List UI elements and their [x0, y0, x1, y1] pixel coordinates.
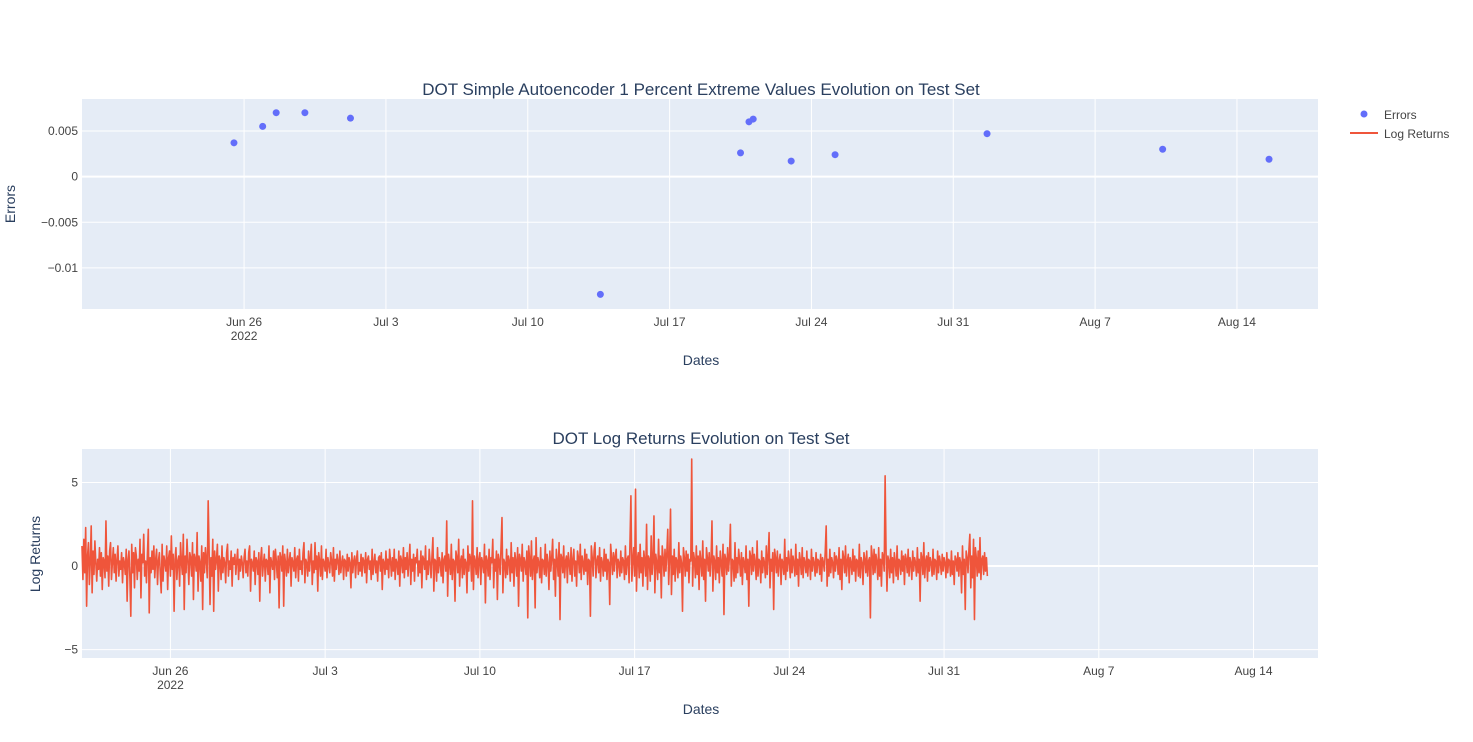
y-tick-label: 0.005	[48, 124, 78, 138]
y-tick-label: 0	[71, 559, 78, 573]
error-point[interactable]	[831, 151, 839, 159]
x-tick-label: Jul 3	[312, 664, 338, 678]
error-point[interactable]	[596, 290, 604, 298]
x-tick-label: Jul 31	[937, 315, 969, 329]
errors-chart-title: DOT Simple Autoencoder 1 Percent Extreme…	[422, 80, 980, 99]
y-tick-label: −5	[64, 643, 78, 657]
legend[interactable]: Errors Log Returns	[1350, 108, 1449, 141]
x-tick-label: Jun 26	[226, 315, 262, 329]
error-point[interactable]	[259, 122, 267, 130]
y-tick-label: −0.01	[48, 261, 79, 275]
log-returns-chart-title: DOT Log Returns Evolution on Test Set	[552, 429, 849, 448]
error-point[interactable]	[272, 109, 280, 117]
log-returns-x-axis-title: Dates	[683, 701, 720, 717]
errors-plot-area	[82, 99, 1318, 309]
error-point[interactable]	[983, 130, 991, 138]
x-tick-label: Aug 7	[1079, 315, 1111, 329]
errors-gridlines	[82, 99, 1318, 309]
error-point[interactable]	[1265, 155, 1273, 163]
errors-y-axis-title: Errors	[2, 185, 18, 223]
legend-item-errors[interactable]: Errors	[1360, 108, 1417, 122]
log-returns-y-ticks: 5 0 −5	[64, 475, 78, 656]
x-tick-label: Jul 17	[654, 315, 686, 329]
error-point[interactable]	[1159, 145, 1167, 153]
legend-errors-marker	[1360, 110, 1368, 118]
error-point[interactable]	[230, 139, 238, 147]
x-tick-label: Aug 14	[1218, 315, 1256, 329]
x-tick-label: Aug 7	[1083, 664, 1115, 678]
log-returns-y-axis-title: Log Returns	[27, 516, 43, 592]
log-returns-series-line	[81, 458, 989, 621]
x-tick-label: Jul 17	[619, 664, 651, 678]
error-point[interactable]	[346, 114, 354, 122]
error-point[interactable]	[301, 109, 309, 117]
errors-markers	[230, 109, 1273, 298]
legend-item-log-returns[interactable]: Log Returns	[1350, 127, 1449, 141]
error-point[interactable]	[787, 157, 795, 165]
x-tick-label: Jun 26	[152, 664, 188, 678]
legend-log-returns-label: Log Returns	[1384, 127, 1449, 141]
x-tick-year-label: 2022	[157, 678, 184, 692]
x-tick-label: Jul 24	[795, 315, 827, 329]
errors-y-ticks: 0.005 0 −0.005 −0.01	[41, 124, 78, 275]
legend-errors-label: Errors	[1384, 108, 1417, 122]
error-point[interactable]	[749, 115, 757, 123]
x-tick-label: Jul 3	[373, 315, 399, 329]
x-tick-label: Aug 14	[1235, 664, 1273, 678]
error-point[interactable]	[737, 149, 745, 157]
y-tick-label: 0	[71, 170, 78, 184]
x-tick-label: Jul 10	[512, 315, 544, 329]
y-tick-label: −0.005	[41, 215, 78, 229]
errors-x-axis-title: Dates	[683, 352, 720, 368]
x-tick-year-label: 2022	[231, 329, 258, 343]
x-tick-label: Jul 31	[928, 664, 960, 678]
y-tick-label: 5	[71, 475, 78, 489]
x-tick-label: Jul 10	[464, 664, 496, 678]
x-tick-label: Jul 24	[773, 664, 805, 678]
